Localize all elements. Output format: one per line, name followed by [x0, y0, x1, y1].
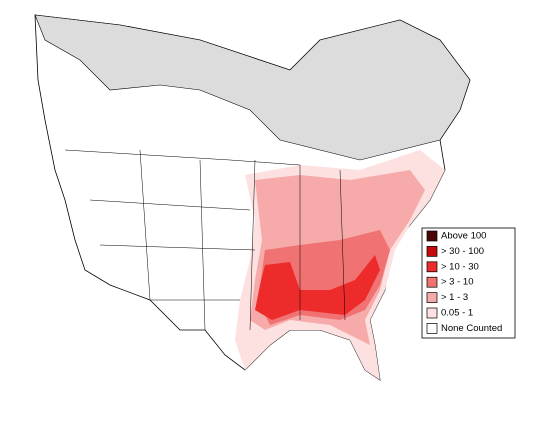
- legend-label: > 10 - 30: [441, 261, 479, 272]
- legend-swatch: [426, 292, 438, 303]
- legend-label: 0.05 - 1: [441, 308, 473, 319]
- legend-swatch: [426, 276, 438, 288]
- legend-label: None Counted: [441, 323, 502, 334]
- legend-box: [421, 227, 516, 339]
- border: [64, 149, 346, 331]
- legend-label: > 3 - 10: [441, 277, 473, 288]
- borders: [64, 149, 346, 331]
- range-higher: [255, 255, 380, 320]
- map-shapes: [34, 14, 471, 381]
- legend-label: > 30 - 100: [441, 246, 484, 257]
- legend-label: Above 100: [441, 231, 486, 242]
- legend-swatch: [426, 307, 438, 319]
- legend-swatch: [426, 230, 438, 242]
- legend-swatch: [426, 261, 438, 273]
- no-count-north: [34, 14, 471, 161]
- legend-swatch: [426, 323, 438, 334]
- legend-swatch: [426, 246, 438, 257]
- legend-label: > 1 - 3: [441, 292, 468, 303]
- legend: Above 100 > 30 - 100 > 10 - 30 > 3 - 10 > 1 …: [421, 227, 516, 339]
